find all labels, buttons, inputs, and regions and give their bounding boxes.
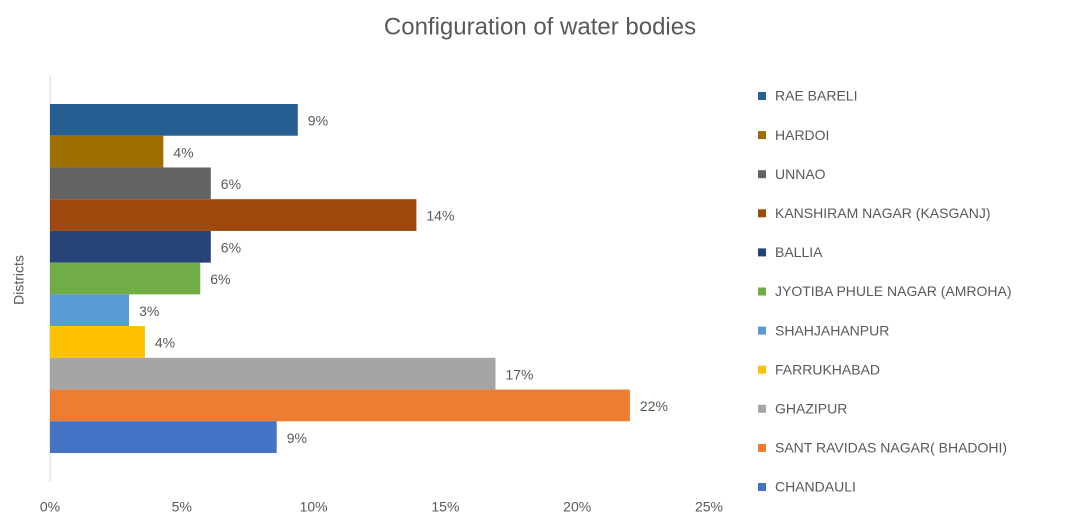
data-label: 22% (640, 398, 668, 414)
x-tick-label: 20% (563, 499, 591, 515)
bar (50, 357, 496, 390)
legend-swatch (758, 248, 766, 257)
data-label: 6% (210, 271, 230, 287)
y-axis-label: Districts (11, 255, 27, 305)
legend-label: CHANDAULI (775, 479, 856, 495)
x-tick-label: 15% (431, 499, 459, 515)
bar (50, 199, 417, 231)
x-tick-label: 0% (40, 499, 60, 515)
data-label: 9% (287, 430, 307, 446)
legend-swatch (758, 209, 766, 218)
legend-label: SANT RAVIDAS NAGAR( BHADOHI) (775, 440, 1007, 456)
legend-label: BALLIA (775, 244, 823, 260)
data-label: 14% (426, 208, 454, 224)
legend-label: KANSHIRAM NAGAR (KASGANJ) (775, 205, 990, 221)
legend-swatch (758, 365, 766, 374)
legend-swatch (758, 92, 766, 100)
bar (50, 294, 130, 327)
data-label: 4% (155, 335, 175, 351)
x-tick-label: 5% (172, 499, 192, 515)
data-label: 17% (505, 366, 533, 382)
legend-swatch (758, 404, 766, 413)
x-tick-label: 10% (300, 499, 328, 515)
bar (50, 326, 145, 358)
bar (50, 135, 164, 168)
data-label: 9% (308, 113, 328, 129)
legend-label: SHAHJAHANPUR (775, 322, 889, 338)
data-label: 3% (139, 303, 159, 319)
legend-swatch (758, 483, 766, 491)
x-tick-label: 25% (695, 499, 723, 515)
data-label: 4% (173, 144, 193, 160)
legend-label: HARDOI (775, 127, 829, 143)
legend-swatch (758, 170, 766, 179)
legend-swatch (758, 287, 766, 296)
bar (50, 230, 211, 263)
data-label: 6% (221, 239, 241, 255)
legend-label: FARRUKHABAD (775, 361, 880, 377)
bar (50, 104, 298, 136)
data-label: 6% (221, 176, 241, 192)
bar (50, 262, 201, 295)
legend-swatch (758, 326, 766, 335)
legend-label: GHAZIPUR (775, 401, 847, 417)
chart-title: Configuration of water bodies (384, 13, 696, 40)
bar (50, 167, 211, 200)
legend-swatch (758, 131, 766, 140)
legend-label: UNNAO (775, 166, 826, 182)
legend-label: JYOTIBA PHULE NAGAR (AMROHA) (775, 283, 1011, 299)
bar (50, 421, 277, 453)
legend-label: RAE BARELI (775, 88, 857, 104)
legend-swatch (758, 443, 766, 452)
bar (50, 389, 630, 422)
